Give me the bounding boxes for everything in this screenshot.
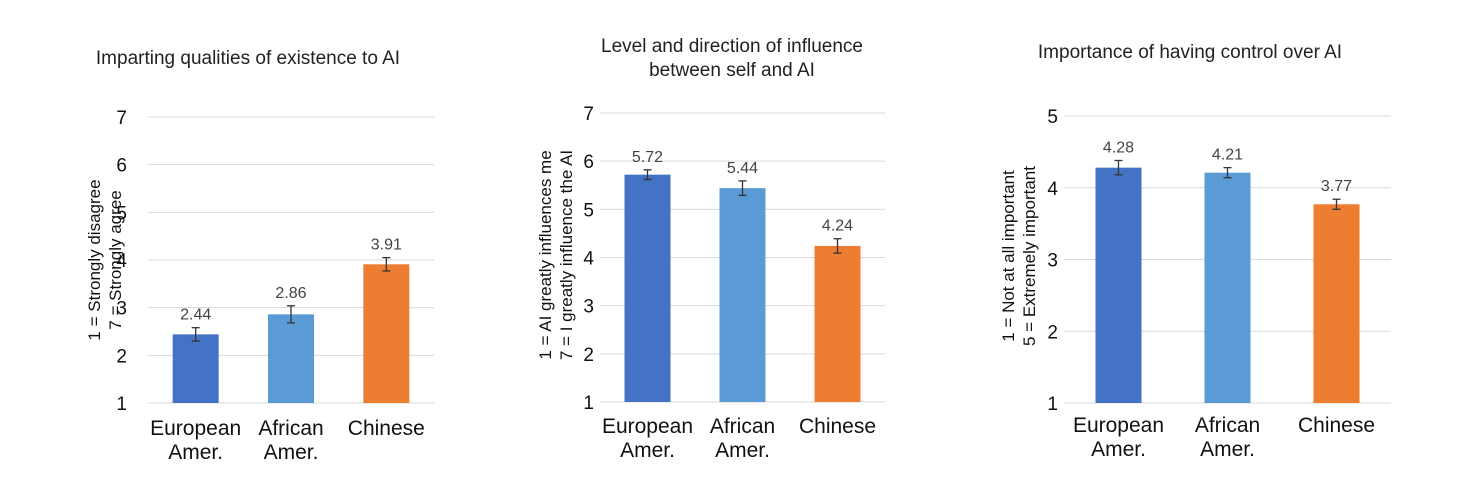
y-tick-label: 2 [116,346,127,367]
y-axis-label-line: 7 = Strongly agree [106,190,125,329]
data-label: 3.77 [1321,178,1352,195]
y-tick-label: 1 [116,394,127,415]
data-label: 4.28 [1103,139,1134,156]
error-bar [382,256,391,272]
data-label: 2.44 [180,307,211,324]
category-label-line: African [258,417,323,440]
y-tick-label: 6 [583,152,594,173]
y-axis-label: 1 = AI greatly influences me 7 = I greatl… [536,150,576,360]
y-tick-label: 4 [1047,179,1058,200]
category-label: Chinese [348,417,425,440]
chart-title-line: Importance of having control over AI [1038,42,1342,63]
category-label: African Amer. [258,417,323,464]
error-bar [833,238,842,254]
category-label-line: Chinese [799,415,876,438]
category-label-line: Amer. [1200,438,1255,461]
chart-title-line: between self and AI [649,60,815,81]
bar [1204,172,1251,403]
category-label: European Amer. [602,415,693,462]
bar [814,245,861,402]
y-axis-label: 1 = Not at all important 5 = Extremely im… [999,166,1039,346]
chart-title-line: Imparting qualities of existence to AI [96,48,400,69]
y-tick-label: 2 [583,345,594,366]
y-tick-label: 5 [583,200,594,221]
error-bar [1332,198,1341,210]
y-axis-label-line: 7 = I greatly influence the AI [557,150,576,360]
category-label-line: European [150,417,241,440]
data-label: 5.44 [727,160,758,177]
bar [624,174,671,402]
data-label: 2.86 [275,285,306,302]
chart-panel-1: Imparting qualities of existence to AI 1 2… [85,48,434,464]
chart-title-line: Level and direction of influence [601,36,863,57]
category-label-line: European [602,415,693,438]
category-label-line: Chinese [348,417,425,440]
category-label-line: Amer. [715,439,770,462]
y-tick-label: 4 [583,249,594,270]
error-bar [1223,167,1232,179]
data-label: 4.21 [1212,147,1243,164]
y-tick-label: 1 [1047,394,1058,415]
y-axis-label-line: 1 = Not at all important [999,170,1018,342]
category-label: Chinese [799,415,876,438]
y-tick-label: 7 [583,104,594,125]
y-tick-label: 5 [1047,107,1058,128]
data-label: 5.72 [632,149,663,166]
error-bar [738,180,747,197]
error-bar [643,169,652,181]
y-tick-label: 5 [116,203,127,224]
data-label: 4.24 [822,218,853,235]
category-label-line: European [1073,414,1164,437]
category-label-line: Amer. [1091,438,1146,461]
y-tick-label: 2 [1047,322,1058,343]
category-label-line: Amer. [264,441,319,464]
category-label: European Amer. [1073,414,1164,461]
y-tick-label: 7 [116,108,127,129]
bar [1095,167,1142,403]
category-label-line: African [710,415,775,438]
category-label-line: Chinese [1298,414,1375,437]
y-tick-label: 3 [1047,251,1058,272]
data-label: 3.91 [371,237,402,254]
y-tick-label: 6 [116,156,127,177]
chart-panel-3: Importance of having control over AI 1 2 3 4… [999,42,1391,461]
category-label: European Amer. [150,417,241,464]
y-tick-label: 4 [116,251,127,272]
y-tick-label: 1 [583,393,594,414]
category-label: Chinese [1298,414,1375,437]
error-bar [191,327,200,342]
category-label: African Amer. [710,415,775,462]
category-label-line: African [1195,414,1260,437]
y-tick-label: 3 [583,297,594,318]
y-axis-label-line: 5 = Extremely important [1020,166,1039,346]
y-axis-label: 1 = Strongly disagree 7 = Strongly agree [85,179,125,340]
category-label-line: Amer. [168,441,223,464]
y-tick-label: 3 [116,299,127,320]
bar [268,314,314,403]
category-label-line: Amer. [620,439,675,462]
bar [719,188,766,402]
category-label: African Amer. [1195,414,1260,461]
y-axis-label-line: 1 = Strongly disagree [85,179,104,340]
error-bar [287,305,295,324]
error-bar [1114,159,1123,176]
bar [363,264,410,403]
bar [1313,204,1360,403]
chart-panel-2: Level and direction of influence between … [536,36,885,462]
y-axis-label-line: 1 = AI greatly influences me [536,150,555,359]
bar [172,334,219,403]
